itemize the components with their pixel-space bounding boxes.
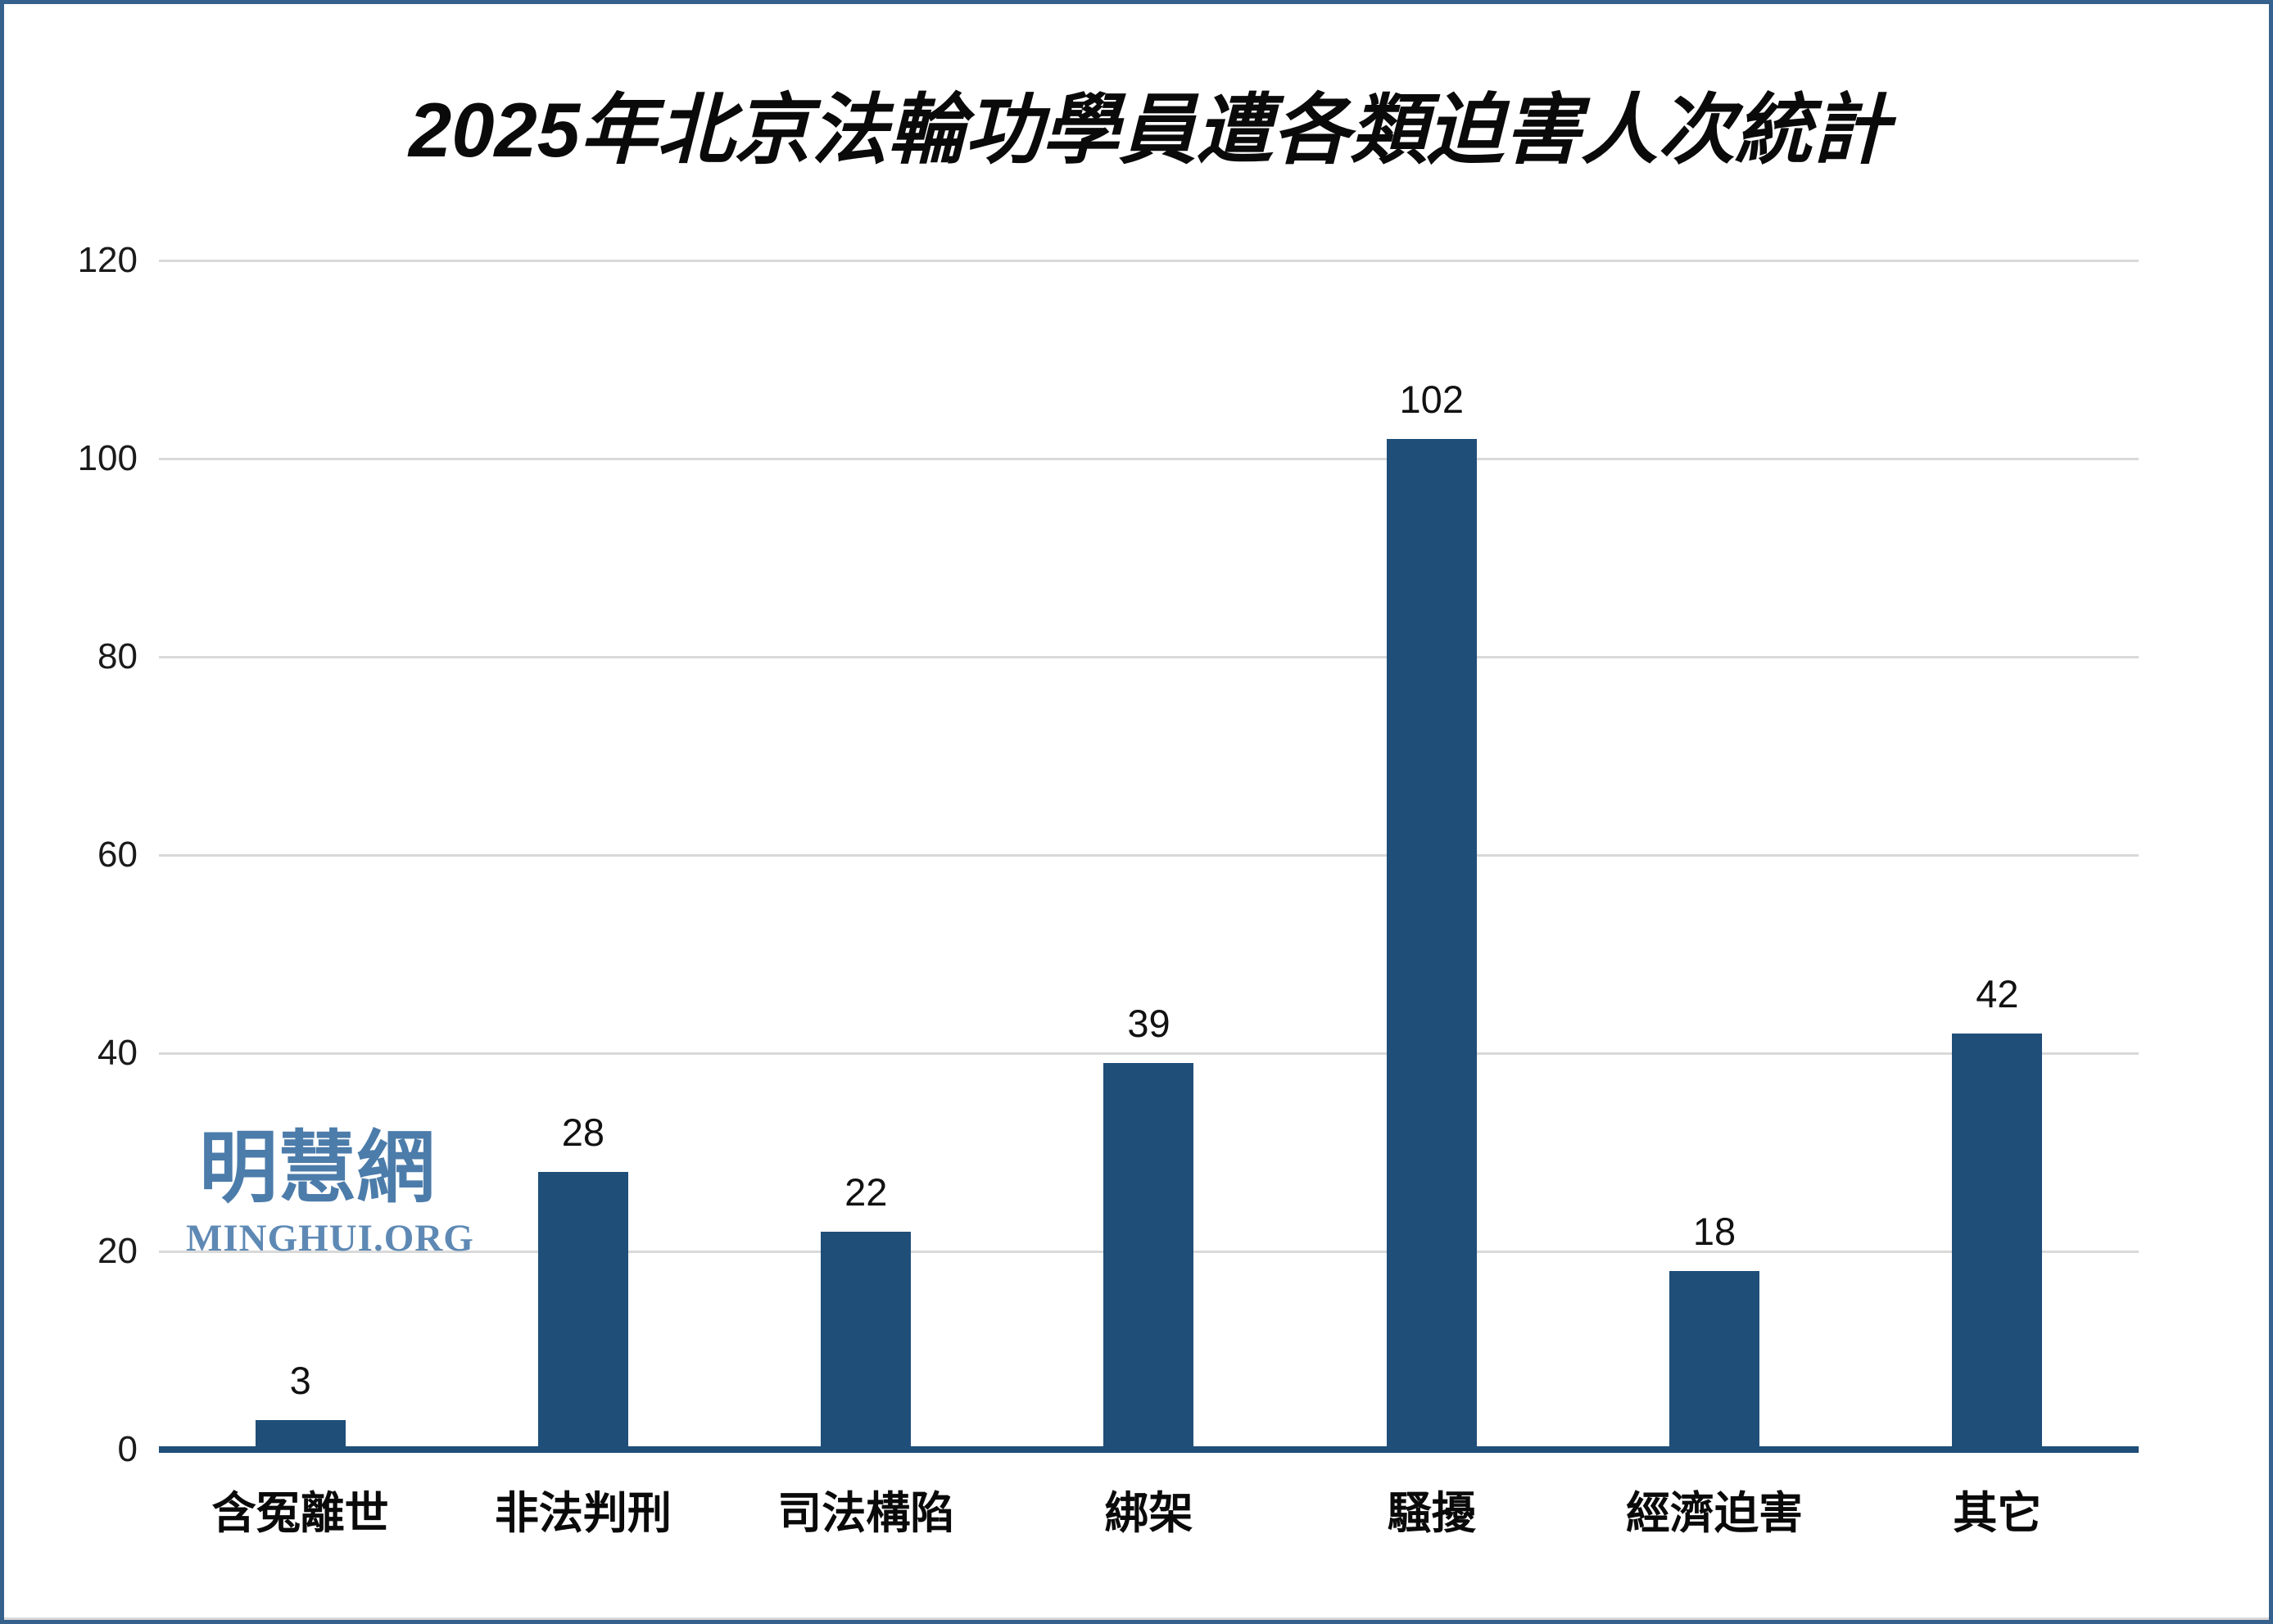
bar-非法判刑 <box>537 1172 628 1450</box>
bar-其它 <box>1952 1033 2043 1450</box>
chart-title: 2025年北京法輪功學員遭各類迫害人次統計 <box>408 87 1890 173</box>
x-category-label: 非法判刑 <box>494 1489 672 1538</box>
y-tick-label: 80 <box>97 636 138 677</box>
y-tick-label: 20 <box>97 1231 138 1272</box>
x-category-label: 司法構陷 <box>777 1489 955 1538</box>
y-tick-label: 120 <box>77 240 138 280</box>
gridline-100 <box>159 457 2139 460</box>
gridline-120 <box>159 259 2139 262</box>
x-axis-line <box>159 1446 2139 1453</box>
bar-經濟迫害 <box>1669 1271 1760 1450</box>
bar-slot-其它: 42 <box>1856 260 2139 1450</box>
bar-slot-綁架: 39 <box>1007 260 1290 1450</box>
y-tick-label: 40 <box>97 1033 138 1074</box>
bar-騷擾 <box>1386 438 1477 1450</box>
bar-slot-含冤離世: 3 <box>159 260 441 1450</box>
bar-value-label: 3 <box>289 1358 311 1402</box>
bar-value-label: 102 <box>1399 377 1464 421</box>
x-category-label: 經濟迫害 <box>1626 1489 1804 1538</box>
bar-value-label: 39 <box>1127 1002 1170 1046</box>
bar-綁架 <box>1103 1063 1194 1450</box>
plot-area: 0 20 40 60 80 100 120 3 28 22 39 102 18 42 <box>78 242 2139 1468</box>
bar-slot-騷擾: 102 <box>1290 260 1573 1450</box>
x-category-label: 騷擾 <box>1387 1489 1476 1538</box>
watermark-cjk-text: 明慧網 <box>199 1124 435 1212</box>
x-category-label: 綁架 <box>1104 1489 1193 1538</box>
bar-含冤離世 <box>255 1419 346 1450</box>
y-tick-label: 0 <box>117 1429 138 1469</box>
x-category-label: 其它 <box>1953 1489 2042 1538</box>
y-tick-label: 100 <box>77 438 138 478</box>
bar-value-label: 22 <box>844 1169 888 1214</box>
x-category-label: 含冤離世 <box>211 1489 389 1538</box>
bar-value-label: 18 <box>1692 1210 1736 1254</box>
bar-value-label: 28 <box>561 1111 605 1155</box>
bar-slot-經濟迫害: 18 <box>1573 260 1855 1450</box>
gridline-80 <box>159 655 2139 658</box>
bar-value-label: 42 <box>1976 971 2019 1016</box>
minghui-watermark: 明慧網 MINGHUI.ORG <box>186 1124 474 1260</box>
bar-司法構陷 <box>821 1231 912 1450</box>
gridline-60 <box>159 853 2139 857</box>
bar-slot-非法判刑: 28 <box>441 260 724 1450</box>
y-tick-label: 60 <box>97 835 138 875</box>
bar-series: 3 28 22 39 102 18 42 <box>159 260 2139 1450</box>
x-axis-category-labels: 含冤離世 非法判刑 司法構陷 綁架 騷擾 經濟迫害 其它 <box>159 1477 2139 1541</box>
watermark-latin-text: MINGHUI.ORG <box>186 1217 474 1260</box>
bar-slot-司法構陷: 22 <box>725 260 1007 1450</box>
gridline-40 <box>159 1052 2139 1055</box>
